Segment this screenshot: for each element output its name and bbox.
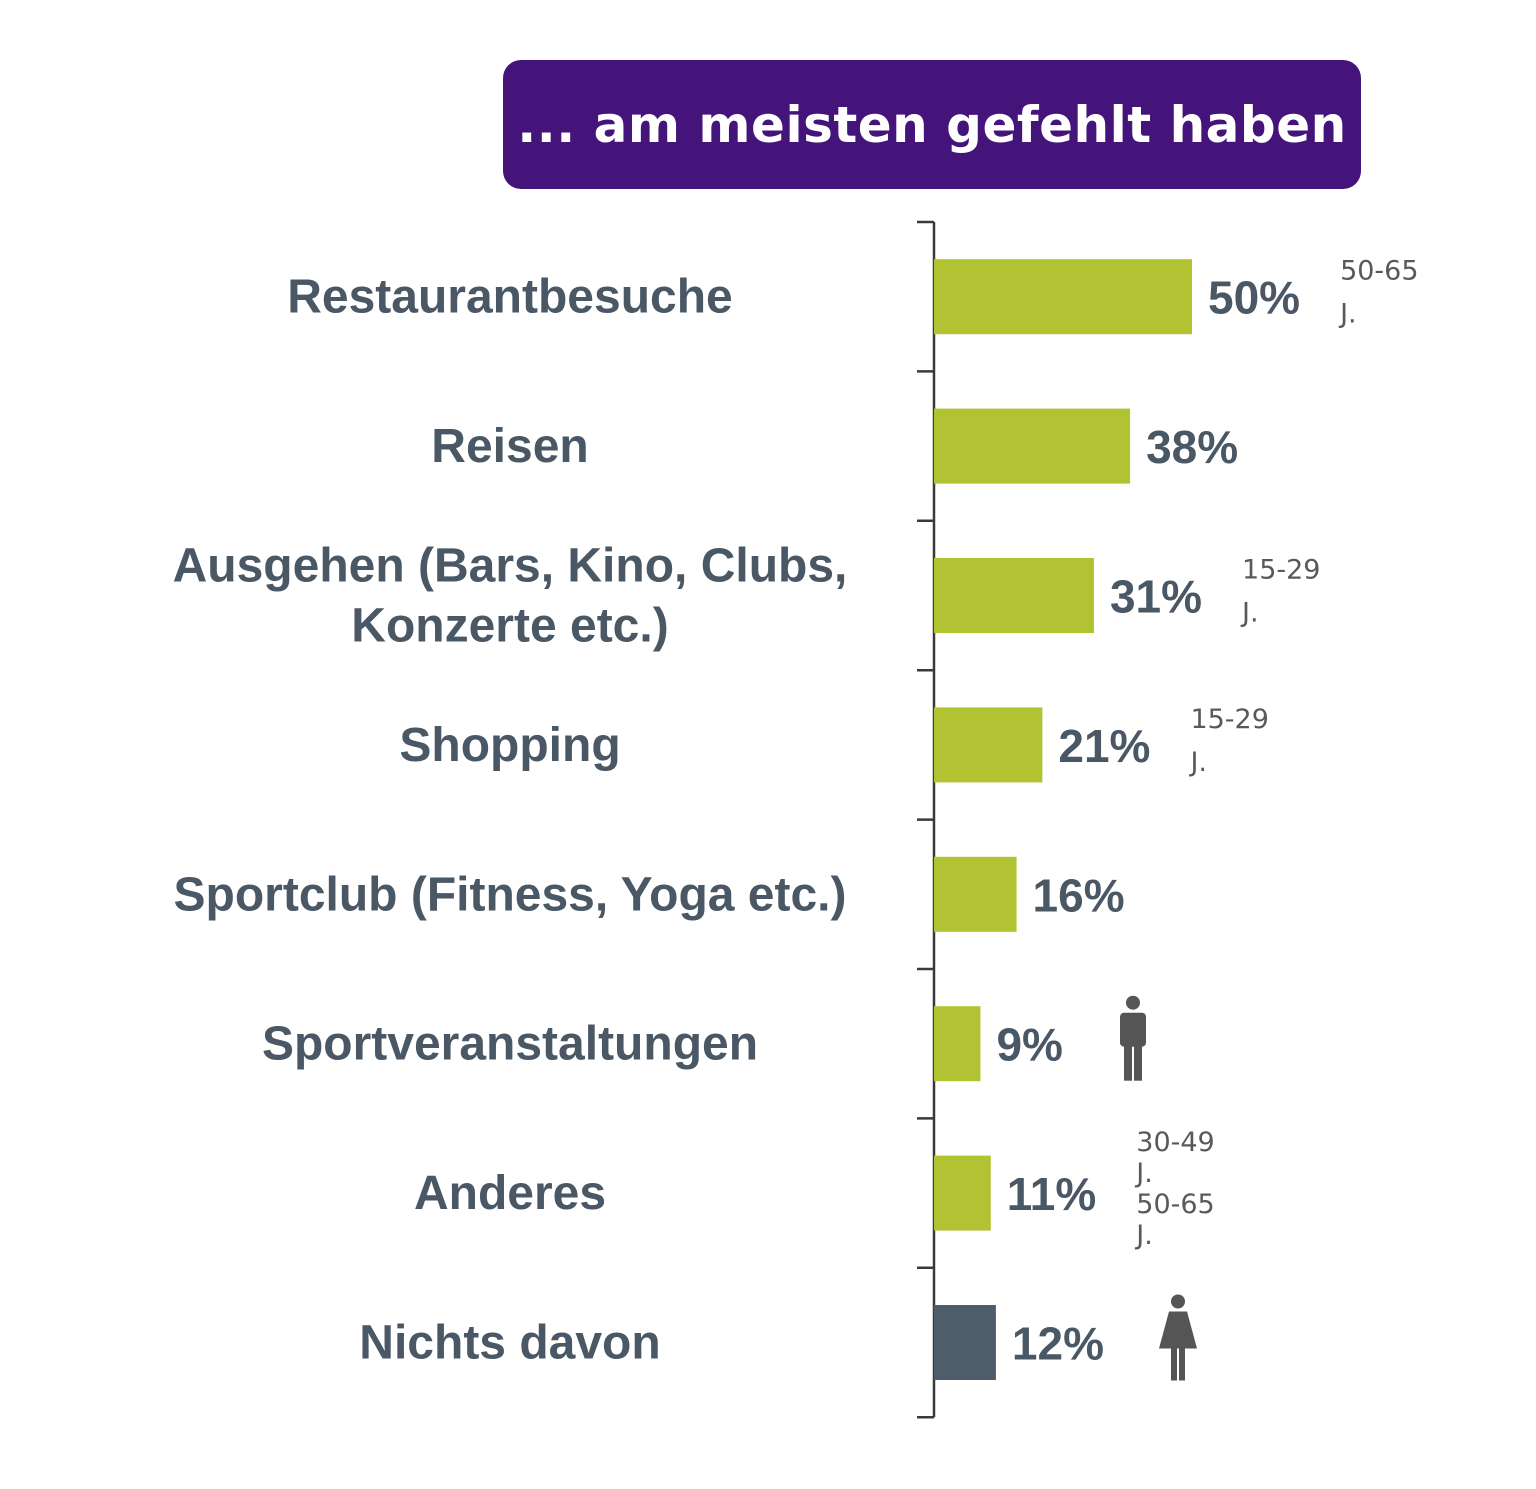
value-label: 31% — [1110, 571, 1202, 623]
annotation-label: J. — [1188, 747, 1207, 778]
bar — [934, 856, 1017, 932]
annotation-label: J. — [1338, 299, 1357, 330]
category-label: Anderes — [414, 1167, 606, 1220]
category-label: Shopping — [399, 719, 620, 772]
annotation-label: 15-29 — [1242, 555, 1320, 586]
category-label: Sportclub (Fitness, Yoga etc.) — [174, 868, 847, 921]
male-icon — [1120, 995, 1146, 1081]
annotation-label: 50-65 — [1136, 1189, 1214, 1220]
chart-title: ... am meisten gefehlt haben — [503, 60, 1361, 189]
annotation-label: J. — [1134, 1158, 1153, 1189]
annotation-label: J. — [1240, 598, 1259, 629]
annotation-label: 15-29 — [1190, 704, 1268, 735]
value-label: 50% — [1208, 272, 1300, 324]
annotation-label: J. — [1134, 1220, 1153, 1251]
category-label: Restaurantbesuche — [287, 271, 732, 324]
bar — [934, 408, 1131, 484]
value-label: 16% — [1033, 869, 1125, 921]
bar — [934, 707, 1043, 783]
value-label: 11% — [1007, 1168, 1097, 1220]
category-label: Reisen — [431, 420, 588, 473]
value-label: 12% — [1012, 1318, 1104, 1370]
female-icon — [1159, 1294, 1197, 1381]
bar — [934, 1305, 996, 1380]
value-label: 9% — [996, 1019, 1062, 1071]
bar — [934, 558, 1094, 633]
bar — [934, 259, 1192, 335]
bar — [934, 1006, 981, 1082]
annotation-label: 30-49 — [1136, 1127, 1214, 1158]
annotation-label: 50-65 — [1340, 256, 1418, 287]
value-label: 38% — [1146, 421, 1238, 473]
category-label: Ausgehen (Bars, Kino, Clubs, Konzerte etc… — [173, 540, 848, 653]
bar — [934, 1155, 991, 1231]
value-label: 21% — [1058, 720, 1150, 772]
category-label: Sportveranstaltungen — [262, 1018, 758, 1071]
category-label: Nichts davon — [359, 1317, 660, 1370]
